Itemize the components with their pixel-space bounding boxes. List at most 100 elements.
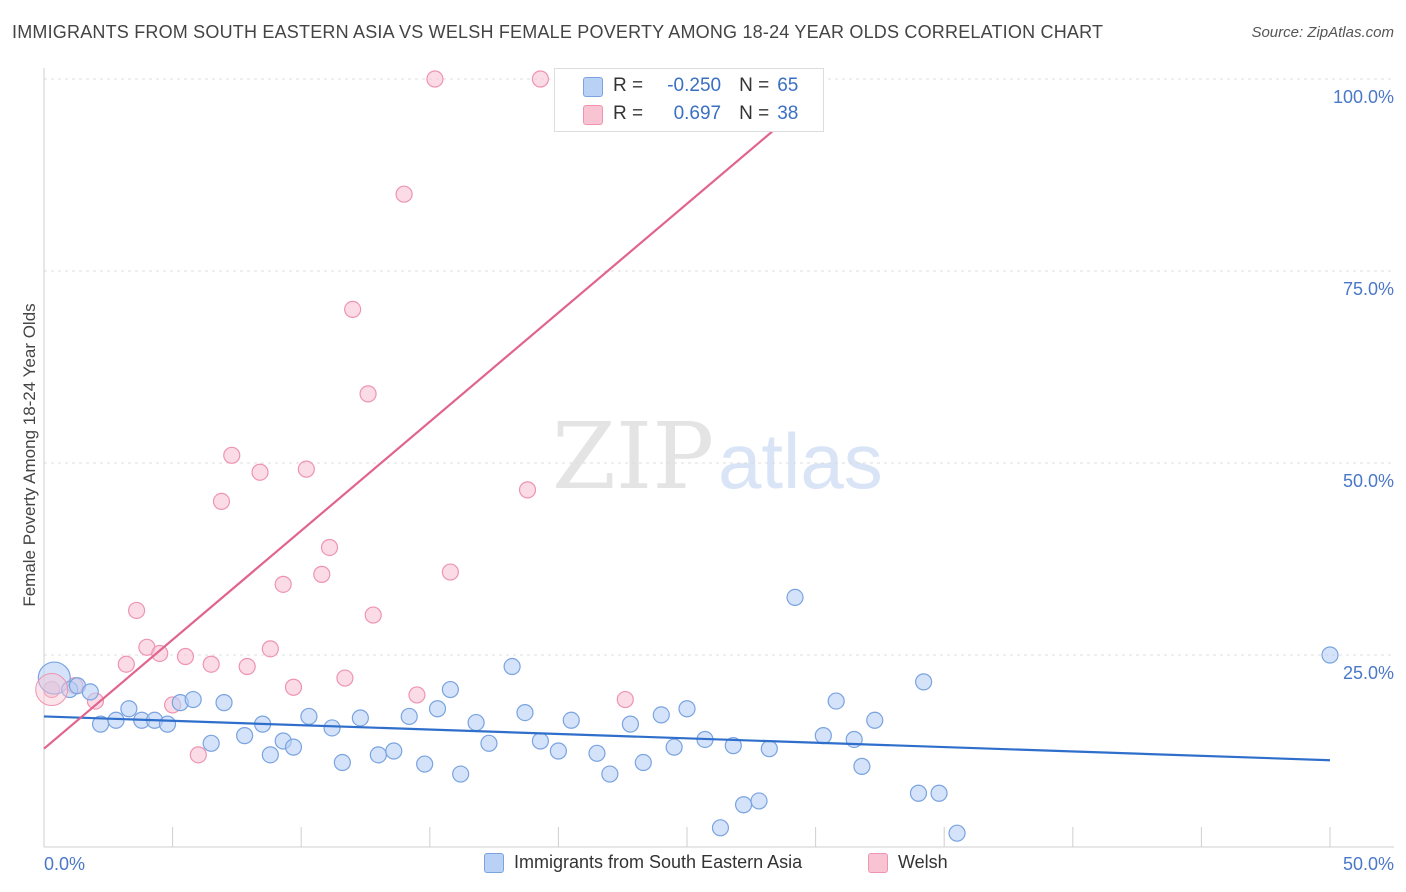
point-welsh (344, 300, 362, 318)
point-immigrants (634, 753, 652, 772)
point-immigrants (853, 757, 871, 775)
point-welsh (284, 678, 303, 696)
point-welsh (261, 640, 279, 658)
point-immigrants (441, 680, 459, 699)
chart-title: IMMIGRANTS FROM SOUTH EASTERN ASIA VS WE… (12, 22, 1104, 42)
source-label: Source: ZipAtlas.com (1251, 24, 1394, 41)
point-immigrants (652, 706, 670, 724)
point-immigrants (562, 711, 580, 729)
legend-series: Immigrants from South Eastern Asia Welsh (0, 852, 1406, 878)
point-welsh (408, 686, 426, 704)
point-welsh (441, 563, 459, 581)
legend-r-value-pink: 0.697 (673, 103, 722, 124)
point-immigrants (601, 765, 619, 783)
point-immigrants (215, 694, 233, 712)
point-welsh (616, 690, 634, 709)
point-immigrants (480, 734, 498, 752)
legend-stats: R = -0.250 N = 65 R = 0.697 N = 38 (554, 68, 824, 132)
point-immigrants (428, 700, 447, 718)
tick-labels: 25.0% 50.0% 75.0% 100.0% 0.0% 50.0% (44, 87, 1394, 874)
legend-label-welsh: Welsh (898, 852, 948, 872)
point-immigrants (678, 700, 696, 718)
point-immigrants (531, 732, 549, 750)
legend-item-immigrants: Immigrants from South Eastern Asia (484, 852, 802, 873)
point-immigrants (284, 738, 303, 756)
point-welsh (359, 385, 377, 403)
point-immigrants (711, 819, 730, 837)
point-welsh (313, 565, 331, 583)
point-welsh (395, 185, 413, 203)
point-welsh (426, 70, 444, 88)
point-welsh (212, 492, 231, 510)
point-immigrants (750, 792, 768, 810)
legend-n-value-pink: 38 (777, 103, 799, 124)
point-immigrants (516, 703, 534, 722)
point-welsh (176, 647, 195, 666)
point-immigrants (351, 709, 369, 727)
point-immigrants (261, 746, 279, 764)
y-tick-label: 100.0% (1333, 87, 1394, 107)
point-immigrants (1321, 646, 1339, 664)
point-welsh (35, 673, 69, 707)
point-immigrants (400, 707, 418, 726)
point-immigrants (385, 742, 403, 760)
point-welsh (251, 463, 269, 481)
y-tick-label: 75.0% (1343, 279, 1394, 299)
legend-item-welsh: Welsh (868, 852, 948, 873)
point-immigrants (549, 742, 568, 760)
point-welsh (151, 644, 169, 663)
x-tick-label: 0.0% (44, 854, 85, 874)
point-immigrants (909, 784, 928, 802)
point-welsh (238, 657, 256, 676)
point-immigrants (333, 753, 351, 772)
legend-n-label: N = (739, 103, 770, 124)
point-immigrants (621, 715, 640, 733)
legend-swatch-blue (583, 77, 603, 97)
legend-label-immigrants: Immigrants from South Eastern Asia (514, 852, 803, 872)
point-immigrants (866, 711, 884, 729)
point-immigrants (300, 707, 318, 726)
point-welsh (531, 70, 549, 88)
point-welsh (364, 606, 382, 624)
point-welsh (297, 460, 315, 478)
point-immigrants (236, 727, 254, 745)
legend-r-value-blue: -0.250 (667, 75, 722, 96)
point-welsh (127, 601, 146, 620)
point-immigrants (323, 719, 341, 737)
point-welsh (117, 655, 135, 673)
point-immigrants (467, 713, 485, 732)
point-welsh (189, 746, 207, 764)
point-immigrants (665, 738, 683, 756)
trendline-welsh (43, 87, 825, 750)
point-welsh (223, 446, 241, 464)
point-immigrants (202, 734, 220, 752)
legend-swatch-blue (484, 852, 504, 873)
grid (44, 78, 1394, 656)
point-immigrants (915, 673, 933, 691)
legend-n-value-blue: 65 (777, 75, 799, 96)
legend-n-label: N = (739, 75, 770, 96)
point-welsh (518, 481, 537, 499)
y-tick-label: 25.0% (1343, 663, 1394, 683)
point-immigrants (948, 824, 966, 842)
point-immigrants (184, 690, 202, 709)
trendlines-layer (43, 87, 1331, 762)
point-immigrants (827, 692, 845, 710)
point-immigrants (503, 657, 521, 676)
legend-r-label: R = (613, 75, 644, 96)
point-immigrants (760, 740, 778, 758)
point-welsh (274, 575, 292, 593)
legend-swatch-pink (583, 105, 603, 125)
point-immigrants (416, 755, 434, 773)
watermark: ZIP atlas (552, 403, 883, 510)
point-welsh (336, 669, 354, 687)
point-welsh (320, 538, 339, 557)
legend-swatch-pink (868, 852, 888, 873)
x-tick-label: 50.0% (1343, 854, 1394, 874)
point-immigrants (588, 744, 606, 762)
point-immigrants (81, 683, 99, 701)
point-immigrants (452, 765, 470, 783)
point-immigrants (814, 727, 832, 745)
point-immigrants (734, 796, 753, 814)
